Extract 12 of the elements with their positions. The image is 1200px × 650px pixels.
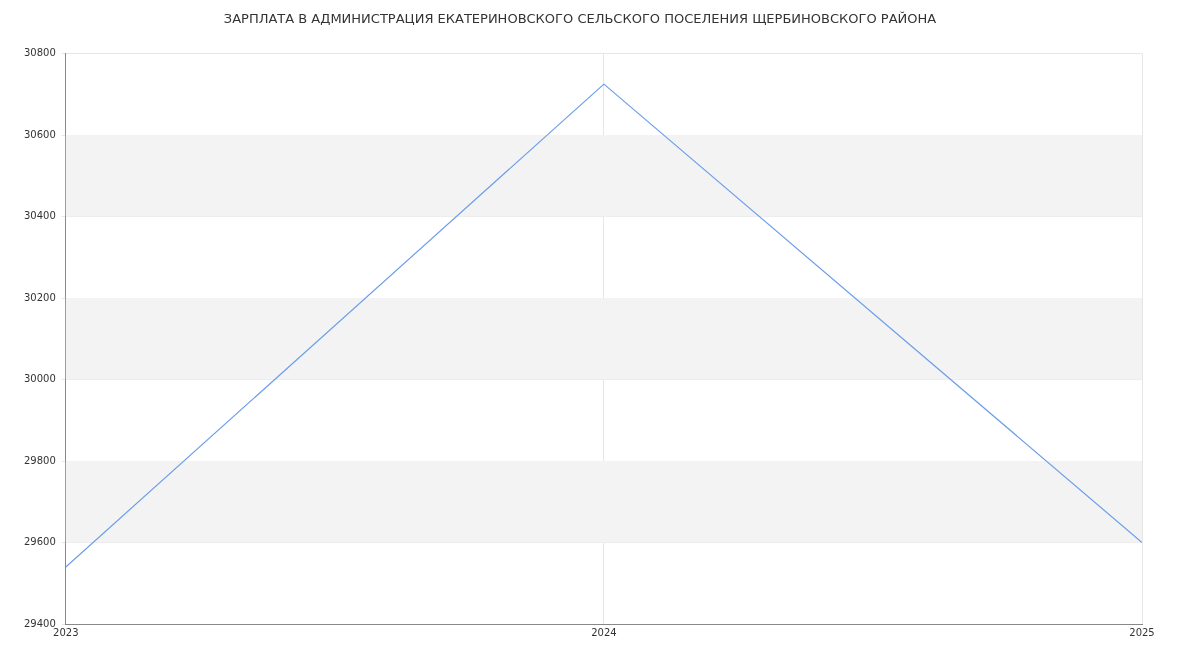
y-tick-label: 30200 [24, 291, 56, 303]
y-tick-label: 29600 [24, 536, 56, 548]
chart-title: ЗАРПЛАТА В АДМИНИСТРАЦИЯ ЕКАТЕРИНОВСКОГО СЕЛЬСКОГО ПОСЕЛЕНИЯ ЩЕРБИНОВСКОГО РАЙОНА [223, 11, 937, 27]
y-tick-label: 29400 [24, 617, 56, 629]
y-tick-label: 30400 [24, 210, 56, 222]
x-tick-label: 2025 [1129, 626, 1155, 638]
x-tick-label: 2024 [591, 626, 617, 638]
y-tick-label: 29800 [24, 454, 56, 466]
y-tick-label: 30800 [24, 47, 56, 59]
x-tick-label: 2023 [53, 626, 79, 638]
y-tick-label: 30000 [24, 373, 56, 385]
y-tick-label: 30600 [24, 128, 56, 140]
